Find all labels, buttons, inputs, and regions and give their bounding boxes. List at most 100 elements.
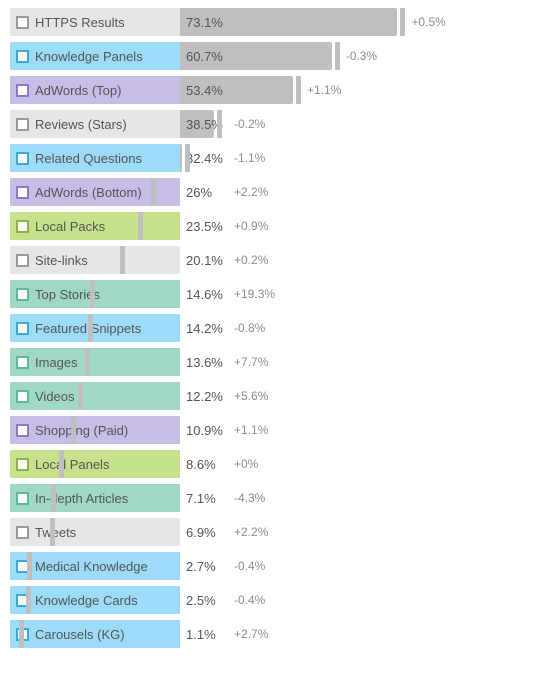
series-checkbox[interactable] bbox=[16, 322, 29, 335]
row-label: Tweets bbox=[35, 526, 76, 539]
bar-end-tick bbox=[71, 416, 76, 444]
series-checkbox[interactable] bbox=[16, 288, 29, 301]
bar-end-tick bbox=[50, 518, 55, 546]
row-label: Related Questions bbox=[35, 152, 142, 165]
row-value: 12.2% bbox=[180, 382, 223, 410]
series-checkbox[interactable] bbox=[16, 458, 29, 471]
row-change: -0.2% bbox=[228, 110, 265, 138]
row-label-panel: Site-links bbox=[10, 246, 180, 274]
row-label: Knowledge Cards bbox=[35, 594, 138, 607]
series-checkbox[interactable] bbox=[16, 254, 29, 267]
bar-end-tick bbox=[185, 144, 190, 172]
chart-row: Local Panels8.6%+0% bbox=[10, 450, 540, 478]
row-value: 26% bbox=[180, 178, 212, 206]
row-label: Images bbox=[35, 356, 78, 369]
series-checkbox[interactable] bbox=[16, 356, 29, 369]
row-value: 7.1% bbox=[180, 484, 216, 512]
row-change: +0% bbox=[228, 450, 258, 478]
chart-row: Knowledge Panels60.7%-0.3% bbox=[10, 42, 540, 70]
chart-row: Reviews (Stars)38.5%-0.2% bbox=[10, 110, 540, 138]
row-change: +1.1% bbox=[301, 76, 341, 104]
series-checkbox[interactable] bbox=[16, 424, 29, 437]
row-value: 2.5% bbox=[180, 586, 216, 614]
row-value: 14.6% bbox=[180, 280, 223, 308]
chart-row: Local Packs23.5%+0.9% bbox=[10, 212, 540, 240]
serp-features-bar-chart: HTTPS Results73.1%+0.5%Knowledge Panels6… bbox=[0, 0, 550, 664]
bar-end-tick bbox=[26, 586, 31, 614]
row-label: AdWords (Top) bbox=[35, 84, 121, 97]
row-change: -0.4% bbox=[228, 586, 265, 614]
chart-row: Shopping (Paid) 10.9%+1.1% bbox=[10, 416, 540, 444]
series-checkbox[interactable] bbox=[16, 186, 29, 199]
row-label-panel: Images bbox=[10, 348, 180, 376]
bar-end-tick bbox=[120, 246, 125, 274]
series-checkbox[interactable] bbox=[16, 84, 29, 97]
row-change: +2.7% bbox=[228, 620, 268, 648]
row-change: +0.2% bbox=[228, 246, 268, 274]
row-value: 10.9% bbox=[180, 416, 223, 444]
row-label-panel: Reviews (Stars) bbox=[10, 110, 180, 138]
row-label: AdWords (Bottom) bbox=[35, 186, 142, 199]
row-label-panel: Carousels (KG) bbox=[10, 620, 180, 648]
bar-end-tick bbox=[138, 212, 143, 240]
row-change: -1.1% bbox=[228, 144, 265, 172]
series-checkbox[interactable] bbox=[16, 50, 29, 63]
bar-end-tick bbox=[85, 348, 90, 376]
row-change: +1.1% bbox=[228, 416, 268, 444]
row-label-panel: Related Questions bbox=[10, 144, 180, 172]
chart-row: AdWords (Bottom) 26% +2.2% bbox=[10, 178, 540, 206]
row-label-panel: Featured Snippets bbox=[10, 314, 180, 342]
chart-row: Medical Knowledge2.7%-0.4% bbox=[10, 552, 540, 580]
chart-row: Videos12.2%+5.6% bbox=[10, 382, 540, 410]
chart-row: AdWords (Top)53.4%+1.1% bbox=[10, 76, 540, 104]
row-value: 14.2% bbox=[180, 314, 223, 342]
row-label-panel: Knowledge Cards bbox=[10, 586, 180, 614]
row-label-panel: Local Packs bbox=[10, 212, 180, 240]
row-label: In-depth Articles bbox=[35, 492, 128, 505]
row-value: 8.6% bbox=[180, 450, 216, 478]
row-label-panel: Videos bbox=[10, 382, 180, 410]
chart-row: Tweets 6.9% +2.2% bbox=[10, 518, 540, 546]
series-checkbox[interactable] bbox=[16, 220, 29, 233]
chart-row: Related Questions32.4%-1.1% bbox=[10, 144, 540, 172]
bar-end-tick bbox=[151, 178, 156, 206]
row-label-panel: Medical Knowledge bbox=[10, 552, 180, 580]
row-change: +2.2% bbox=[228, 518, 268, 546]
bar-end-tick bbox=[27, 552, 32, 580]
row-label-panel: Knowledge Panels bbox=[10, 42, 180, 70]
series-checkbox[interactable] bbox=[16, 152, 29, 165]
bar-end-tick bbox=[88, 314, 93, 342]
chart-row: Carousels (KG) 1.1% +2.7% bbox=[10, 620, 540, 648]
series-checkbox[interactable] bbox=[16, 390, 29, 403]
row-label-panel: In-depth Articles bbox=[10, 484, 180, 512]
series-checkbox[interactable] bbox=[16, 118, 29, 131]
row-label: Knowledge Panels bbox=[35, 50, 143, 63]
series-checkbox[interactable] bbox=[16, 16, 29, 29]
bar-end-tick bbox=[19, 620, 24, 648]
chart-row: Site-links20.1%+0.2% bbox=[10, 246, 540, 274]
chart-row: In-depth Articles 7.1% -4.3% bbox=[10, 484, 540, 512]
row-label: Carousels (KG) bbox=[35, 628, 125, 641]
row-change: +5.6% bbox=[228, 382, 268, 410]
row-change: -0.4% bbox=[228, 552, 265, 580]
row-label: Medical Knowledge bbox=[35, 560, 148, 573]
row-change: -0.8% bbox=[228, 314, 265, 342]
row-label: Local Packs bbox=[35, 220, 105, 233]
row-label-panel: HTTPS Results bbox=[10, 8, 180, 36]
bar-end-tick bbox=[51, 484, 56, 512]
series-checkbox[interactable] bbox=[16, 526, 29, 539]
bar-end-tick bbox=[90, 280, 95, 308]
row-value: 13.6% bbox=[180, 348, 223, 376]
row-value: 73.1% bbox=[180, 8, 223, 36]
row-value: 60.7% bbox=[180, 42, 223, 70]
row-label: Shopping (Paid) bbox=[35, 424, 128, 437]
row-label: Site-links bbox=[35, 254, 88, 267]
row-value: 6.9% bbox=[180, 518, 216, 546]
row-change: +2.2% bbox=[228, 178, 268, 206]
series-checkbox[interactable] bbox=[16, 492, 29, 505]
row-change: -4.3% bbox=[228, 484, 265, 512]
row-change: +7.7% bbox=[228, 348, 268, 376]
row-value: 1.1% bbox=[180, 620, 216, 648]
row-label-panel: Shopping (Paid) bbox=[10, 416, 180, 444]
row-label: Reviews (Stars) bbox=[35, 118, 127, 131]
